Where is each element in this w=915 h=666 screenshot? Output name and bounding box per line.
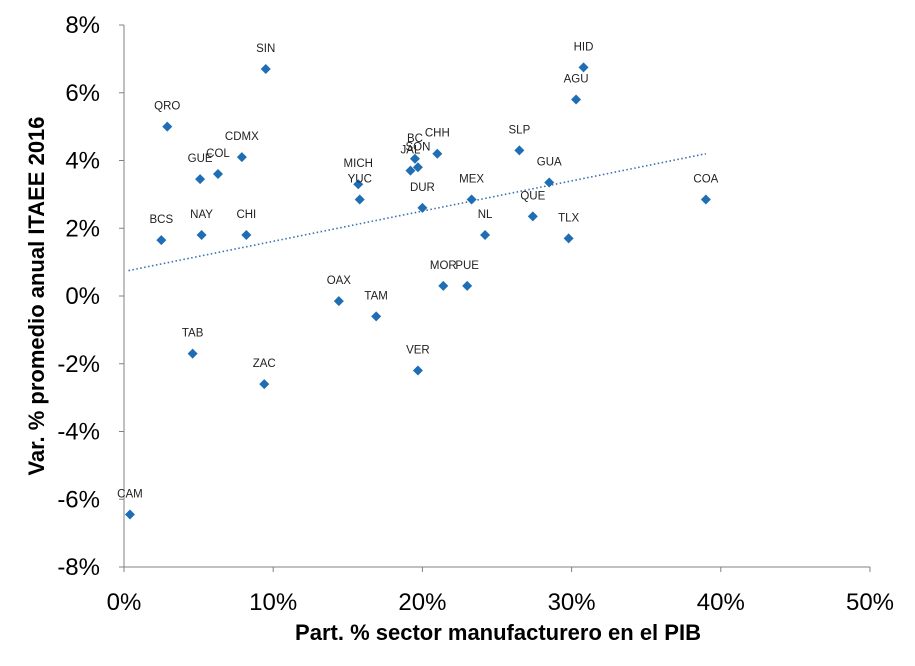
data-point bbox=[353, 179, 364, 190]
x-tick-label: 30% bbox=[548, 589, 596, 616]
y-tick-label: -6% bbox=[57, 486, 100, 513]
data-label: OAX bbox=[327, 275, 352, 287]
data-label: COA bbox=[693, 173, 718, 185]
y-axis-title: Var. % promedio anual ITAEE 2016 bbox=[24, 116, 49, 475]
data-label: CHI bbox=[236, 209, 256, 221]
data-label: GUE bbox=[188, 153, 213, 165]
y-tick-label: 8% bbox=[65, 12, 100, 39]
data-point bbox=[236, 152, 247, 163]
y-tick-label: -8% bbox=[57, 554, 100, 581]
data-point bbox=[333, 296, 344, 307]
data-point bbox=[544, 177, 555, 188]
data-point bbox=[432, 148, 443, 159]
data-label: DUR bbox=[410, 182, 435, 194]
data-point bbox=[412, 365, 423, 376]
data-label: CDMX bbox=[225, 131, 259, 143]
data-point bbox=[371, 311, 382, 322]
data-point bbox=[563, 233, 574, 244]
data-points bbox=[124, 62, 711, 520]
data-label: SLP bbox=[509, 124, 531, 136]
x-axis-title: Part. % sector manufacturero en el PIB bbox=[295, 620, 701, 645]
data-label: NL bbox=[478, 209, 493, 221]
data-label: ZAC bbox=[253, 358, 276, 370]
y-tick-label: 2% bbox=[65, 215, 100, 242]
y-tick-label: 0% bbox=[65, 283, 100, 310]
data-label: GUA bbox=[537, 157, 562, 169]
x-tick-label: 50% bbox=[846, 589, 894, 616]
data-label: TAM bbox=[364, 290, 387, 302]
data-point bbox=[196, 230, 207, 241]
data-point bbox=[241, 230, 252, 241]
x-tick-label: 40% bbox=[697, 589, 745, 616]
data-label: CHH bbox=[425, 128, 450, 140]
y-tick-label: -2% bbox=[57, 351, 100, 378]
axes bbox=[119, 24, 871, 572]
data-point bbox=[354, 194, 365, 205]
data-label: BCS bbox=[149, 214, 173, 226]
data-label: MICH bbox=[344, 158, 373, 170]
data-label: COL bbox=[206, 148, 230, 160]
data-label: JAL bbox=[401, 145, 421, 157]
data-label: QRO bbox=[154, 101, 180, 113]
data-label: HID bbox=[574, 41, 594, 53]
data-point bbox=[405, 165, 416, 176]
data-point bbox=[156, 235, 167, 246]
data-point bbox=[212, 169, 223, 180]
data-point bbox=[195, 174, 206, 185]
data-point bbox=[260, 64, 271, 75]
data-point bbox=[187, 348, 198, 359]
data-point bbox=[438, 280, 449, 291]
data-point bbox=[527, 211, 538, 222]
data-point bbox=[514, 145, 525, 156]
data-label: VER bbox=[406, 345, 430, 357]
data-label: PUE bbox=[455, 260, 479, 272]
data-label: NAY bbox=[190, 209, 213, 221]
x-tick-label: 0% bbox=[107, 589, 142, 616]
data-point bbox=[466, 194, 477, 205]
data-label: MOR bbox=[430, 260, 457, 272]
data-point bbox=[409, 153, 420, 164]
data-point bbox=[700, 194, 711, 205]
data-point bbox=[417, 202, 428, 213]
data-point bbox=[578, 62, 589, 73]
x-tick-label: 10% bbox=[249, 589, 297, 616]
data-point bbox=[480, 230, 491, 241]
tick-labels: -8% -6% -4% -2% 0% 2% 4% 6% 8% 0% 10% 20% 30% 40% 50% bbox=[57, 12, 894, 616]
data-point bbox=[462, 280, 473, 291]
data-point bbox=[124, 509, 135, 520]
data-label: QUE bbox=[520, 190, 545, 202]
data-label: CAM bbox=[117, 488, 143, 500]
data-label: TLX bbox=[558, 212, 579, 224]
data-label: YUC bbox=[348, 173, 372, 185]
data-point bbox=[571, 94, 582, 105]
data-label: SIN bbox=[256, 43, 275, 55]
data-label: SON bbox=[405, 141, 430, 153]
data-label: MEX bbox=[459, 173, 484, 185]
x-tick-label: 20% bbox=[398, 589, 446, 616]
y-tick-label: 6% bbox=[65, 80, 100, 107]
data-point bbox=[259, 379, 270, 390]
data-point bbox=[162, 121, 173, 132]
data-label: TAB bbox=[182, 328, 204, 340]
data-label: BC bbox=[407, 133, 423, 145]
data-point bbox=[412, 162, 423, 173]
y-tick-label: 4% bbox=[65, 148, 100, 175]
y-tick-label: -4% bbox=[57, 419, 100, 446]
data-label: AGU bbox=[564, 74, 589, 86]
